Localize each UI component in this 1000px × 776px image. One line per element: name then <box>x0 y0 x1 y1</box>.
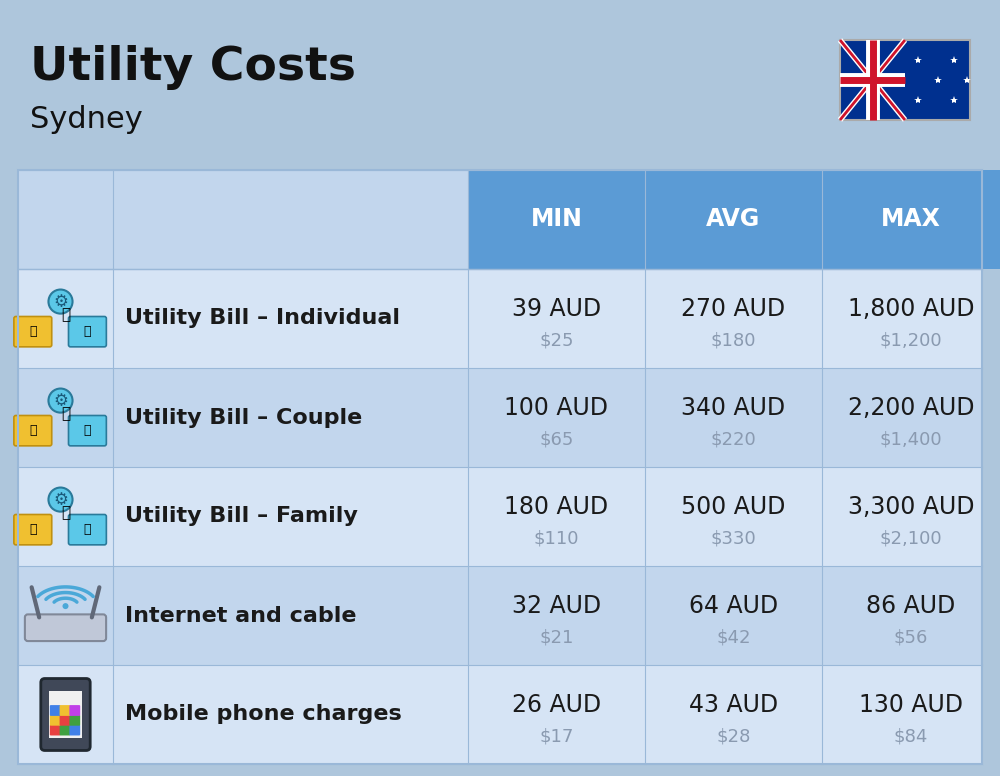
FancyBboxPatch shape <box>68 415 106 446</box>
FancyBboxPatch shape <box>18 368 982 467</box>
Text: $330: $330 <box>711 529 756 547</box>
FancyBboxPatch shape <box>18 467 982 566</box>
Text: $65: $65 <box>539 430 574 449</box>
FancyBboxPatch shape <box>50 725 61 736</box>
Text: 2,200 AUD: 2,200 AUD <box>848 396 974 420</box>
Text: 🚿: 🚿 <box>84 523 91 536</box>
FancyBboxPatch shape <box>18 566 982 665</box>
Text: MIN: MIN <box>531 207 582 231</box>
FancyBboxPatch shape <box>645 170 822 269</box>
Circle shape <box>48 487 73 511</box>
FancyBboxPatch shape <box>50 715 61 726</box>
Text: 270 AUD: 270 AUD <box>681 296 786 320</box>
Text: Sydney: Sydney <box>30 105 143 134</box>
FancyBboxPatch shape <box>18 170 113 269</box>
Text: 3,300 AUD: 3,300 AUD <box>848 494 974 518</box>
FancyBboxPatch shape <box>25 615 106 641</box>
Text: $17: $17 <box>539 727 574 745</box>
FancyBboxPatch shape <box>49 691 82 739</box>
Text: $110: $110 <box>534 529 579 547</box>
Text: Utility Bill – Couple: Utility Bill – Couple <box>125 407 362 428</box>
Text: 🤝: 🤝 <box>61 505 70 520</box>
Text: 180 AUD: 180 AUD <box>504 494 609 518</box>
Text: 🤝: 🤝 <box>61 307 70 322</box>
FancyBboxPatch shape <box>69 715 80 726</box>
Text: $56: $56 <box>894 629 928 646</box>
Text: Utility Bill – Family: Utility Bill – Family <box>125 507 358 526</box>
Text: $180: $180 <box>711 331 756 349</box>
FancyBboxPatch shape <box>14 415 52 446</box>
Text: 🚿: 🚿 <box>84 424 91 437</box>
Text: 340 AUD: 340 AUD <box>681 396 786 420</box>
Text: $1,400: $1,400 <box>880 430 942 449</box>
FancyBboxPatch shape <box>60 725 70 736</box>
Text: Mobile phone charges: Mobile phone charges <box>125 705 402 725</box>
Text: 500 AUD: 500 AUD <box>681 494 786 518</box>
FancyBboxPatch shape <box>14 317 52 347</box>
Text: 86 AUD: 86 AUD <box>866 594 956 618</box>
FancyBboxPatch shape <box>18 269 982 368</box>
FancyBboxPatch shape <box>68 514 106 545</box>
Text: $28: $28 <box>716 727 751 745</box>
Text: Utility Costs: Utility Costs <box>30 45 356 90</box>
Text: AVG: AVG <box>706 207 761 231</box>
Circle shape <box>48 389 73 413</box>
Text: 1,800 AUD: 1,800 AUD <box>848 296 974 320</box>
FancyBboxPatch shape <box>840 40 970 120</box>
Text: $2,100: $2,100 <box>880 529 942 547</box>
FancyBboxPatch shape <box>69 705 80 716</box>
FancyBboxPatch shape <box>50 705 61 716</box>
Circle shape <box>62 603 69 609</box>
Text: $21: $21 <box>539 629 574 646</box>
Text: 🔌: 🔌 <box>29 424 37 437</box>
FancyBboxPatch shape <box>60 715 70 726</box>
Text: 🔌: 🔌 <box>29 325 37 338</box>
Text: 43 AUD: 43 AUD <box>689 693 778 716</box>
Text: 32 AUD: 32 AUD <box>512 594 601 618</box>
Text: $42: $42 <box>716 629 751 646</box>
FancyBboxPatch shape <box>18 665 982 764</box>
Text: ⚙: ⚙ <box>53 490 68 508</box>
FancyBboxPatch shape <box>468 170 645 269</box>
FancyBboxPatch shape <box>60 705 70 716</box>
FancyBboxPatch shape <box>68 317 106 347</box>
Text: $1,200: $1,200 <box>880 331 942 349</box>
Text: 🤝: 🤝 <box>61 407 70 421</box>
Text: Internet and cable: Internet and cable <box>125 605 356 625</box>
Text: 🚿: 🚿 <box>84 325 91 338</box>
Text: $84: $84 <box>894 727 928 745</box>
FancyBboxPatch shape <box>113 170 468 269</box>
Text: $220: $220 <box>711 430 756 449</box>
Text: MAX: MAX <box>881 207 941 231</box>
FancyBboxPatch shape <box>14 514 52 545</box>
Text: 64 AUD: 64 AUD <box>689 594 778 618</box>
FancyBboxPatch shape <box>41 678 90 750</box>
Text: Utility Bill – Individual: Utility Bill – Individual <box>125 309 400 328</box>
FancyBboxPatch shape <box>69 725 80 736</box>
Circle shape <box>48 289 73 314</box>
Text: ⚙: ⚙ <box>53 392 68 410</box>
Text: 26 AUD: 26 AUD <box>512 693 601 716</box>
Text: 🔌: 🔌 <box>29 523 37 536</box>
FancyBboxPatch shape <box>822 170 1000 269</box>
Text: ⚙: ⚙ <box>53 293 68 310</box>
Text: 100 AUD: 100 AUD <box>505 396 608 420</box>
Text: $25: $25 <box>539 331 574 349</box>
Text: 130 AUD: 130 AUD <box>859 693 963 716</box>
Text: 39 AUD: 39 AUD <box>512 296 601 320</box>
